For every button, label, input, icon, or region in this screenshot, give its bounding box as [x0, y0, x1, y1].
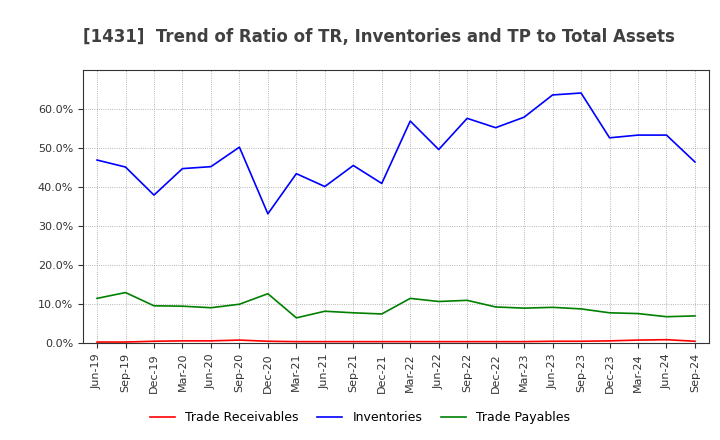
Inventories: [634, 132, 642, 138]
Trade Receivables: [349, 339, 358, 344]
Trade Receivables: [463, 339, 472, 344]
Line: Trade Receivables: Trade Receivables: [97, 340, 695, 342]
Trade Receivables: [292, 339, 301, 344]
Text: [1431]  Trend of Ratio of TR, Inventories and TP to Total Assets: [1431] Trend of Ratio of TR, Inventories…: [83, 28, 675, 46]
Legend: Trade Receivables, Inventories, Trade Payables: Trade Receivables, Inventories, Trade Pa…: [145, 407, 575, 429]
Trade Payables: [662, 314, 671, 319]
Inventories: [606, 135, 614, 140]
Trade Payables: [606, 310, 614, 315]
Inventories: [264, 211, 272, 216]
Trade Receivables: [577, 339, 585, 344]
Inventories: [150, 192, 158, 198]
Trade Payables: [434, 299, 443, 304]
Inventories: [178, 166, 186, 171]
Trade Payables: [264, 291, 272, 297]
Line: Inventories: Inventories: [97, 93, 695, 214]
Trade Payables: [320, 308, 329, 314]
Trade Payables: [520, 305, 528, 311]
Trade Payables: [349, 310, 358, 315]
Trade Receivables: [235, 337, 243, 343]
Trade Receivables: [150, 339, 158, 344]
Inventories: [207, 164, 215, 169]
Trade Payables: [549, 305, 557, 310]
Trade Payables: [690, 313, 699, 319]
Inventories: [121, 165, 130, 170]
Inventories: [577, 90, 585, 95]
Inventories: [491, 125, 500, 130]
Trade Receivables: [320, 339, 329, 344]
Trade Receivables: [662, 337, 671, 342]
Inventories: [690, 159, 699, 165]
Inventories: [235, 144, 243, 150]
Trade Receivables: [121, 339, 130, 345]
Inventories: [406, 118, 415, 124]
Trade Payables: [634, 311, 642, 316]
Trade Payables: [207, 305, 215, 310]
Inventories: [292, 171, 301, 176]
Trade Receivables: [520, 339, 528, 344]
Trade Payables: [577, 306, 585, 312]
Trade Receivables: [434, 339, 443, 344]
Trade Receivables: [690, 339, 699, 344]
Trade Receivables: [207, 338, 215, 344]
Trade Payables: [377, 312, 386, 317]
Inventories: [320, 184, 329, 189]
Inventories: [434, 147, 443, 152]
Inventories: [463, 116, 472, 121]
Trade Payables: [235, 301, 243, 307]
Inventories: [349, 163, 358, 168]
Inventories: [377, 181, 386, 186]
Inventories: [520, 114, 528, 120]
Trade Receivables: [634, 337, 642, 343]
Trade Payables: [178, 304, 186, 309]
Trade Payables: [93, 296, 102, 301]
Trade Receivables: [377, 339, 386, 344]
Inventories: [93, 158, 102, 163]
Inventories: [662, 132, 671, 138]
Trade Receivables: [491, 339, 500, 344]
Trade Payables: [463, 298, 472, 303]
Trade Payables: [292, 315, 301, 320]
Trade Receivables: [93, 339, 102, 345]
Trade Payables: [491, 304, 500, 310]
Trade Receivables: [549, 339, 557, 344]
Inventories: [549, 92, 557, 98]
Trade Receivables: [264, 339, 272, 344]
Trade Payables: [150, 303, 158, 308]
Trade Receivables: [178, 338, 186, 344]
Trade Receivables: [406, 339, 415, 344]
Trade Payables: [406, 296, 415, 301]
Trade Receivables: [606, 338, 614, 344]
Line: Trade Payables: Trade Payables: [97, 293, 695, 318]
Trade Payables: [121, 290, 130, 295]
